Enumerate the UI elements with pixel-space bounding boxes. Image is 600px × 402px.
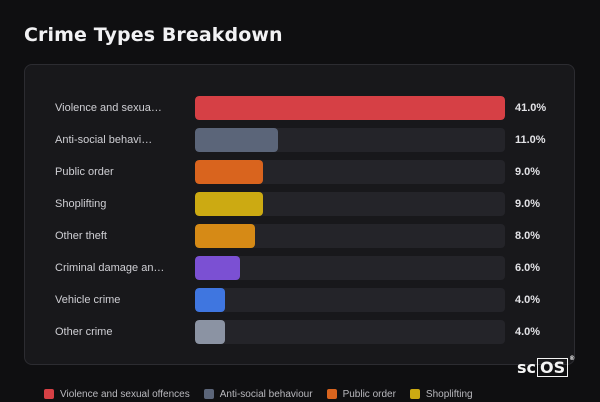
bar-track [195,224,505,248]
bar-row[interactable]: Shoplifting 9.0% [25,192,574,216]
legend-label: Public order [342,388,396,400]
legend-swatch [44,389,54,399]
logo-text-sc: sc [517,358,537,377]
bar-fill [195,96,505,120]
chart-legend: Violence and sexual offences Anti-social… [44,386,473,402]
bar-row[interactable]: Public order 9.0% [25,160,574,184]
bar-value: 4.0% [515,294,541,306]
legend-item[interactable]: Shoplifting [409,388,473,400]
legend-label: Anti-social behaviour [219,388,313,400]
legend-label: Violence and sexual offences [60,388,190,400]
bar-value: 4.0% [515,326,541,338]
bar-fill [195,288,226,312]
bar-label: Other crime [55,326,113,338]
bar-value: 9.0% [515,166,541,178]
bar-label: Shoplifting [55,198,107,210]
bar-track [195,320,505,344]
crime-types-panel: Violence and sexua… 41.0% Anti-social be… [24,64,575,365]
legend-swatch [203,389,214,399]
bar-value: 41.0% [515,102,547,114]
logo-text-os: OS [537,358,569,377]
bar-track [195,288,505,312]
scos-logo: sc OS ® [517,355,576,377]
bar-fill [195,256,241,280]
bar-label: Other theft [55,230,107,242]
legend-item[interactable]: Anti-social behaviour [203,388,313,400]
bar-fill [195,320,226,344]
bar-track [195,256,505,280]
logo-registered-mark: ® [569,355,576,362]
bar-fill [195,128,279,152]
bar-track [195,160,505,184]
bar-fill [195,192,263,216]
legend-item[interactable]: Violence and sexual offences [44,389,190,400]
legend-label: Shoplifting [425,388,473,400]
bar-label: Anti-social behavi… [55,134,153,146]
bar-fill [195,224,256,248]
bar-label: Criminal damage an… [55,262,165,274]
bar-label: Violence and sexua… [55,102,162,114]
bar-fill [195,160,263,184]
bar-row[interactable]: Other theft 8.0% [25,224,574,248]
bar-value: 8.0% [515,230,541,242]
bar-track [195,192,505,216]
bar-row[interactable]: Violence and sexua… 41.0% [25,96,574,120]
bar-label: Public order [55,166,114,178]
bar-row[interactable]: Criminal damage an… 6.0% [25,256,574,280]
bar-row[interactable]: Other crime 4.0% [25,320,574,344]
legend-swatch [409,389,420,399]
page-title: Crime Types Breakdown [24,24,283,46]
bar-value: 6.0% [515,262,541,274]
bar-row[interactable]: Anti-social behavi… 11.0% [25,128,574,152]
legend-swatch [326,389,337,399]
legend-item[interactable]: Public order [326,388,396,400]
bar-track [195,96,505,120]
bar-row[interactable]: Vehicle crime 4.0% [25,288,574,312]
bar-value: 11.0% [515,134,546,146]
bar-track [195,128,505,152]
bar-value: 9.0% [515,198,541,210]
bar-label: Vehicle crime [55,294,121,306]
